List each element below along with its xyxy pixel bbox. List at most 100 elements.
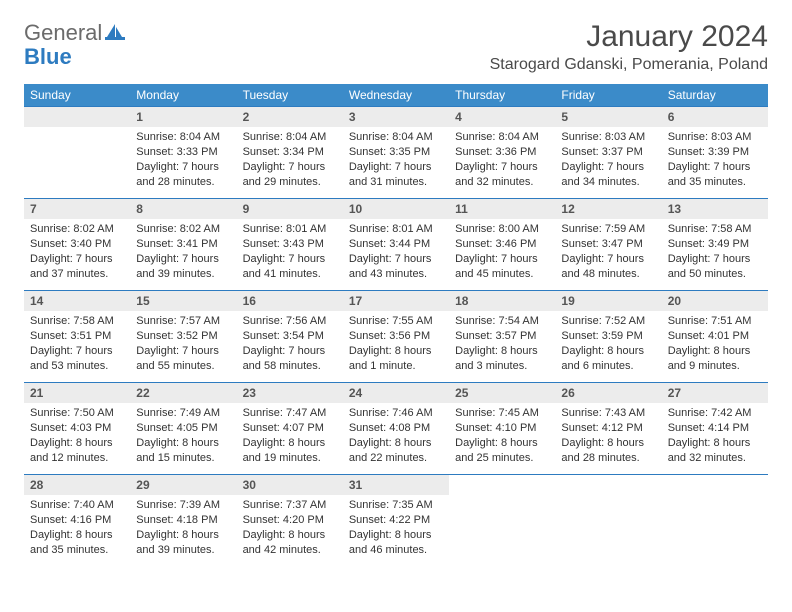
day-number: 8 — [130, 198, 236, 219]
day-number: 23 — [237, 382, 343, 403]
calendar-week-row: 21Sunrise: 7:50 AMSunset: 4:03 PMDayligh… — [24, 382, 768, 474]
day-details: Sunrise: 8:04 AMSunset: 3:35 PMDaylight:… — [343, 127, 449, 195]
calendar-cell: 31Sunrise: 7:35 AMSunset: 4:22 PMDayligh… — [343, 474, 449, 566]
weekday-header: Friday — [555, 84, 661, 106]
day-details: Sunrise: 8:04 AMSunset: 3:36 PMDaylight:… — [449, 127, 555, 195]
calendar-cell: 12Sunrise: 7:59 AMSunset: 3:47 PMDayligh… — [555, 198, 661, 290]
calendar-cell: 27Sunrise: 7:42 AMSunset: 4:14 PMDayligh… — [662, 382, 768, 474]
day-details: Sunrise: 7:49 AMSunset: 4:05 PMDaylight:… — [130, 403, 236, 471]
day-number: 21 — [24, 382, 130, 403]
day-details: Sunrise: 7:50 AMSunset: 4:03 PMDaylight:… — [24, 403, 130, 471]
day-details: Sunrise: 8:03 AMSunset: 3:37 PMDaylight:… — [555, 127, 661, 195]
day-details: Sunrise: 8:04 AMSunset: 3:33 PMDaylight:… — [130, 127, 236, 195]
calendar-week-row: 28Sunrise: 7:40 AMSunset: 4:16 PMDayligh… — [24, 474, 768, 566]
day-details: Sunrise: 8:02 AMSunset: 3:40 PMDaylight:… — [24, 219, 130, 287]
day-details: Sunrise: 8:00 AMSunset: 3:46 PMDaylight:… — [449, 219, 555, 287]
empty-day — [555, 474, 661, 495]
day-details: Sunrise: 7:47 AMSunset: 4:07 PMDaylight:… — [237, 403, 343, 471]
calendar-week-row: 1Sunrise: 8:04 AMSunset: 3:33 PMDaylight… — [24, 106, 768, 198]
calendar-cell: 29Sunrise: 7:39 AMSunset: 4:18 PMDayligh… — [130, 474, 236, 566]
day-details: Sunrise: 8:02 AMSunset: 3:41 PMDaylight:… — [130, 219, 236, 287]
day-number: 17 — [343, 290, 449, 311]
day-number: 9 — [237, 198, 343, 219]
day-details: Sunrise: 8:03 AMSunset: 3:39 PMDaylight:… — [662, 127, 768, 195]
day-number: 20 — [662, 290, 768, 311]
day-number: 2 — [237, 106, 343, 127]
day-number: 7 — [24, 198, 130, 219]
day-number: 13 — [662, 198, 768, 219]
day-number: 16 — [237, 290, 343, 311]
day-details: Sunrise: 7:37 AMSunset: 4:20 PMDaylight:… — [237, 495, 343, 563]
day-details: Sunrise: 7:45 AMSunset: 4:10 PMDaylight:… — [449, 403, 555, 471]
weekday-header: Sunday — [24, 84, 130, 106]
weekday-header: Tuesday — [237, 84, 343, 106]
day-details: Sunrise: 7:56 AMSunset: 3:54 PMDaylight:… — [237, 311, 343, 379]
calendar-table: SundayMondayTuesdayWednesdayThursdayFrid… — [24, 84, 768, 566]
day-number: 10 — [343, 198, 449, 219]
calendar-cell: 25Sunrise: 7:45 AMSunset: 4:10 PMDayligh… — [449, 382, 555, 474]
day-number: 14 — [24, 290, 130, 311]
calendar-cell: 9Sunrise: 8:01 AMSunset: 3:43 PMDaylight… — [237, 198, 343, 290]
logo-text-gray: General — [24, 20, 102, 46]
day-number: 25 — [449, 382, 555, 403]
day-number: 3 — [343, 106, 449, 127]
day-number: 4 — [449, 106, 555, 127]
calendar-cell: 2Sunrise: 8:04 AMSunset: 3:34 PMDaylight… — [237, 106, 343, 198]
calendar-cell: 11Sunrise: 8:00 AMSunset: 3:46 PMDayligh… — [449, 198, 555, 290]
calendar-week-row: 7Sunrise: 8:02 AMSunset: 3:40 PMDaylight… — [24, 198, 768, 290]
calendar-cell: 24Sunrise: 7:46 AMSunset: 4:08 PMDayligh… — [343, 382, 449, 474]
calendar-cell: 23Sunrise: 7:47 AMSunset: 4:07 PMDayligh… — [237, 382, 343, 474]
title-block: January 2024 Starogard Gdanski, Pomerani… — [490, 20, 768, 80]
calendar-cell: 30Sunrise: 7:37 AMSunset: 4:20 PMDayligh… — [237, 474, 343, 566]
day-number: 6 — [662, 106, 768, 127]
day-details: Sunrise: 7:40 AMSunset: 4:16 PMDaylight:… — [24, 495, 130, 563]
day-number: 12 — [555, 198, 661, 219]
day-number: 18 — [449, 290, 555, 311]
calendar-cell — [24, 106, 130, 198]
day-details: Sunrise: 7:39 AMSunset: 4:18 PMDaylight:… — [130, 495, 236, 563]
day-number: 19 — [555, 290, 661, 311]
day-details: Sunrise: 7:58 AMSunset: 3:51 PMDaylight:… — [24, 311, 130, 379]
weekday-header: Monday — [130, 84, 236, 106]
header: General January 2024 Starogard Gdanski, … — [24, 20, 768, 80]
calendar-cell: 5Sunrise: 8:03 AMSunset: 3:37 PMDaylight… — [555, 106, 661, 198]
day-details: Sunrise: 7:42 AMSunset: 4:14 PMDaylight:… — [662, 403, 768, 471]
day-details: Sunrise: 7:35 AMSunset: 4:22 PMDaylight:… — [343, 495, 449, 563]
location: Starogard Gdanski, Pomerania, Poland — [490, 56, 768, 74]
day-number: 31 — [343, 474, 449, 495]
calendar-cell: 6Sunrise: 8:03 AMSunset: 3:39 PMDaylight… — [662, 106, 768, 198]
calendar-cell — [555, 474, 661, 566]
day-number: 15 — [130, 290, 236, 311]
day-details: Sunrise: 7:54 AMSunset: 3:57 PMDaylight:… — [449, 311, 555, 379]
day-details: Sunrise: 7:43 AMSunset: 4:12 PMDaylight:… — [555, 403, 661, 471]
calendar-cell: 10Sunrise: 8:01 AMSunset: 3:44 PMDayligh… — [343, 198, 449, 290]
calendar-cell: 13Sunrise: 7:58 AMSunset: 3:49 PMDayligh… — [662, 198, 768, 290]
calendar-cell: 14Sunrise: 7:58 AMSunset: 3:51 PMDayligh… — [24, 290, 130, 382]
day-number: 29 — [130, 474, 236, 495]
day-number: 27 — [662, 382, 768, 403]
logo-text-blue: Blue — [24, 44, 72, 70]
calendar-cell: 1Sunrise: 8:04 AMSunset: 3:33 PMDaylight… — [130, 106, 236, 198]
calendar-cell: 3Sunrise: 8:04 AMSunset: 3:35 PMDaylight… — [343, 106, 449, 198]
day-number: 5 — [555, 106, 661, 127]
day-details: Sunrise: 7:58 AMSunset: 3:49 PMDaylight:… — [662, 219, 768, 287]
day-details: Sunrise: 8:01 AMSunset: 3:43 PMDaylight:… — [237, 219, 343, 287]
calendar-cell: 22Sunrise: 7:49 AMSunset: 4:05 PMDayligh… — [130, 382, 236, 474]
calendar-cell: 15Sunrise: 7:57 AMSunset: 3:52 PMDayligh… — [130, 290, 236, 382]
month-title: January 2024 — [490, 20, 768, 54]
weekday-header: Wednesday — [343, 84, 449, 106]
calendar-cell: 16Sunrise: 7:56 AMSunset: 3:54 PMDayligh… — [237, 290, 343, 382]
empty-day — [24, 106, 130, 127]
calendar-week-row: 14Sunrise: 7:58 AMSunset: 3:51 PMDayligh… — [24, 290, 768, 382]
day-number: 28 — [24, 474, 130, 495]
calendar-cell: 17Sunrise: 7:55 AMSunset: 3:56 PMDayligh… — [343, 290, 449, 382]
day-details: Sunrise: 7:55 AMSunset: 3:56 PMDaylight:… — [343, 311, 449, 379]
day-number: 22 — [130, 382, 236, 403]
day-details: Sunrise: 7:57 AMSunset: 3:52 PMDaylight:… — [130, 311, 236, 379]
calendar-cell: 7Sunrise: 8:02 AMSunset: 3:40 PMDaylight… — [24, 198, 130, 290]
day-details: Sunrise: 8:01 AMSunset: 3:44 PMDaylight:… — [343, 219, 449, 287]
empty-day — [449, 474, 555, 495]
calendar-cell: 20Sunrise: 7:51 AMSunset: 4:01 PMDayligh… — [662, 290, 768, 382]
calendar-cell: 4Sunrise: 8:04 AMSunset: 3:36 PMDaylight… — [449, 106, 555, 198]
day-number: 26 — [555, 382, 661, 403]
